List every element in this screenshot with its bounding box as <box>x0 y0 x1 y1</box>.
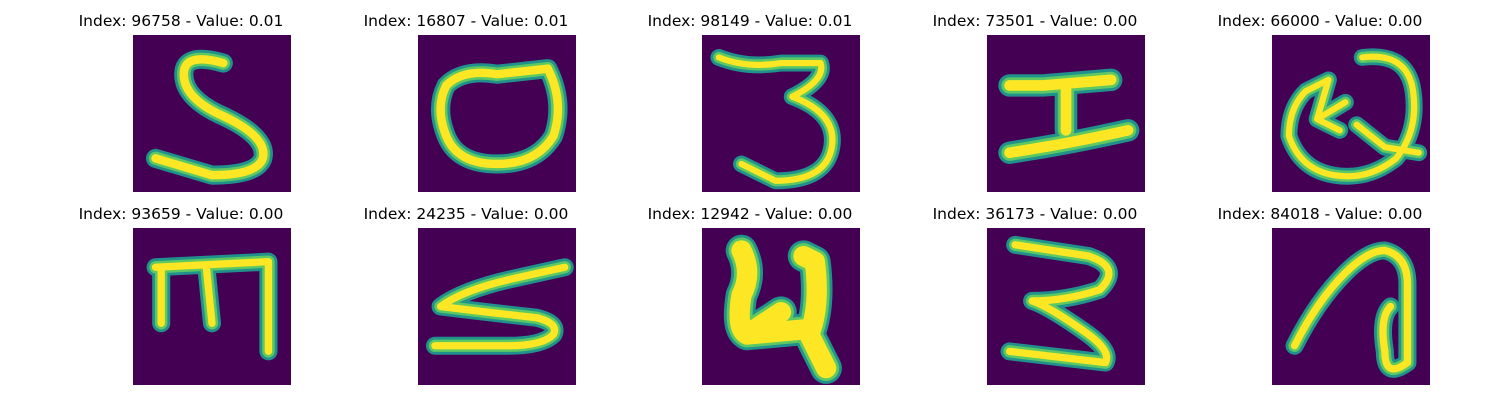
glyph-image <box>1272 228 1430 385</box>
glyph-image <box>133 228 291 385</box>
panel-10: Index: 84018 - Value: 0.00 <box>1170 193 1470 385</box>
glyph-image <box>1272 35 1430 192</box>
panel-3: Index: 98149 - Value: 0.01 <box>600 0 900 192</box>
panel-8: Index: 12942 - Value: 0.00 <box>600 193 900 385</box>
glyph-image <box>418 35 576 192</box>
glyph-image <box>418 228 576 385</box>
panel-title: Index: 16807 - Value: 0.01 <box>363 12 569 30</box>
panel-1: Index: 96758 - Value: 0.01 <box>31 0 331 192</box>
panel-2: Index: 16807 - Value: 0.01 <box>316 0 616 192</box>
panel-title: Index: 12942 - Value: 0.00 <box>647 205 853 223</box>
panel-title: Index: 93659 - Value: 0.00 <box>78 205 284 223</box>
panel-4: Index: 73501 - Value: 0.00 <box>885 0 1185 192</box>
panel-title: Index: 24235 - Value: 0.00 <box>363 205 569 223</box>
panel-title: Index: 96758 - Value: 0.01 <box>78 12 284 30</box>
panel-title: Index: 36173 - Value: 0.00 <box>932 205 1138 223</box>
panel-7: Index: 24235 - Value: 0.00 <box>316 193 616 385</box>
glyph-image <box>987 228 1145 385</box>
panel-5: Index: 66000 - Value: 0.00 <box>1170 0 1470 192</box>
glyph-image <box>987 35 1145 192</box>
panel-title: Index: 84018 - Value: 0.00 <box>1217 205 1423 223</box>
panel-9: Index: 36173 - Value: 0.00 <box>885 193 1185 385</box>
panel-title: Index: 98149 - Value: 0.01 <box>647 12 853 30</box>
panel-6: Index: 93659 - Value: 0.00 <box>31 193 331 385</box>
glyph-image <box>702 228 860 385</box>
glyph-image <box>702 35 860 192</box>
panel-title: Index: 66000 - Value: 0.00 <box>1217 12 1423 30</box>
panel-title: Index: 73501 - Value: 0.00 <box>932 12 1138 30</box>
glyph-image <box>133 35 291 192</box>
